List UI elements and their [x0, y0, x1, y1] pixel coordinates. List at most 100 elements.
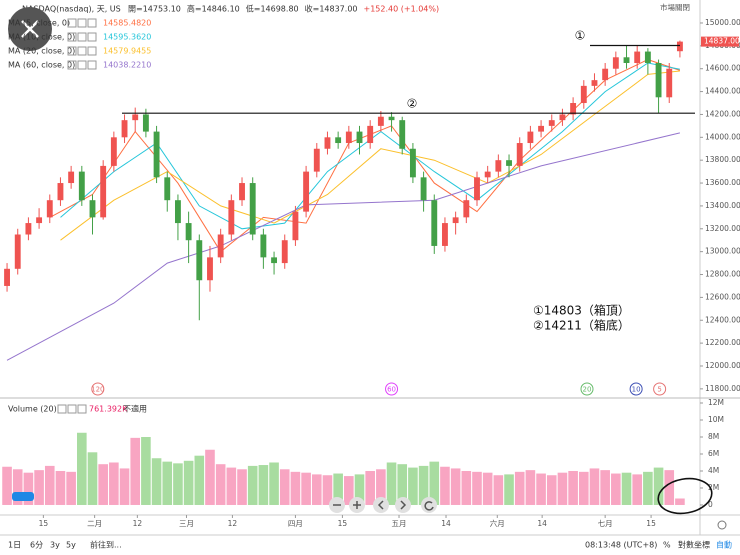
- x-tick-label: 12: [133, 519, 143, 528]
- icon: [400, 500, 407, 510]
- volume-bar: [237, 469, 247, 505]
- candle-body: [399, 120, 406, 149]
- candle-body: [527, 131, 534, 144]
- candle-body: [431, 200, 438, 246]
- candle-body: [271, 257, 277, 264]
- candle-body: [506, 160, 512, 166]
- candle-body: [591, 80, 598, 86]
- toolbar-button[interactable]: 5y: [66, 541, 76, 550]
- candle-body: [420, 177, 427, 201]
- reset[interactable]: [421, 497, 437, 513]
- volume-bar: [2, 466, 12, 505]
- volume-value: 761.392K: [89, 405, 128, 414]
- volume-tick-label: 0: [708, 500, 713, 509]
- candle-body: [260, 234, 267, 258]
- volume-bar: [557, 472, 568, 505]
- volume-bar: [386, 462, 397, 505]
- scroll-right[interactable]: [395, 497, 411, 513]
- candle-body: [110, 137, 117, 166]
- toolbar-button[interactable]: 1日: [8, 541, 21, 550]
- volume-status: 不適用: [123, 404, 147, 414]
- scroll-left[interactable]: [373, 497, 389, 513]
- volume-bar: [194, 455, 205, 505]
- volume-bar: [525, 470, 536, 505]
- volume-bar: [77, 432, 87, 505]
- toolbar-time: 08:13:48 (UTC+8): [585, 541, 657, 550]
- toolbar-button[interactable]: 前往到...: [90, 540, 122, 550]
- volume-bar: [301, 472, 311, 505]
- event-label: 5: [657, 386, 661, 394]
- candle-body: [228, 200, 235, 235]
- legend-value: 14579.9455: [103, 47, 151, 56]
- y-tick-label: 12000.00: [705, 361, 740, 370]
- ma-line: [60, 70, 680, 241]
- volume-bar: [322, 475, 333, 505]
- x-tick-label: 15: [646, 519, 656, 528]
- x-tick-label: 12: [228, 519, 238, 528]
- volume-bar: [279, 469, 290, 505]
- volume-bar: [632, 474, 643, 505]
- icon: [87, 46, 97, 56]
- icon[interactable]: [67, 404, 77, 414]
- volume-bar: [258, 465, 269, 505]
- y-tick-label: 12800.00: [705, 270, 740, 279]
- symbol: NASDAQ(nasdaq), 天, US: [22, 5, 121, 14]
- y-tick-label: 15000.00: [705, 18, 740, 27]
- volume-bar: [514, 471, 525, 505]
- x-tick-label: 四月: [288, 519, 303, 528]
- toolbar-button[interactable]: 自動: [716, 540, 732, 550]
- candle-body: [335, 137, 342, 144]
- candle-body: [175, 200, 181, 224]
- volume-bar: [376, 469, 386, 505]
- toolbar-button[interactable]: 3y: [50, 541, 60, 550]
- candle-body: [303, 171, 310, 212]
- level-marker: ②: [407, 97, 418, 111]
- volume-bar: [568, 470, 578, 505]
- y-tick-label: 12400.00: [705, 315, 740, 324]
- y-tick-label: 14000.00: [705, 132, 740, 141]
- volume-title: Volume (20): [8, 405, 57, 414]
- ohlc-value: 低=14698.80: [246, 4, 299, 14]
- toolbar-button[interactable]: %: [663, 541, 671, 550]
- icon: [67, 46, 77, 56]
- legend-name: MA (10, close, 0): [8, 33, 75, 42]
- candle-body: [676, 41, 683, 52]
- candle-body: [100, 165, 107, 218]
- volume-bar: [141, 437, 151, 505]
- settings[interactable]: [717, 520, 727, 530]
- volume-bar: [109, 462, 119, 505]
- icon[interactable]: [77, 404, 87, 414]
- candle-body: [367, 125, 374, 144]
- volume-bar: [643, 471, 653, 505]
- x-tick-label: 七月: [598, 519, 613, 528]
- event-marker: [91, 382, 105, 396]
- volume-bar: [44, 465, 55, 505]
- toolbar-button[interactable]: 6分: [30, 541, 43, 550]
- icon: [67, 18, 77, 28]
- ohlc-value: 開=14753.10: [128, 5, 181, 14]
- toolbar-button[interactable]: 對數坐標: [678, 540, 710, 550]
- candle-body: [78, 171, 85, 201]
- candle-body: [68, 171, 75, 184]
- volume-bar: [450, 468, 461, 505]
- event-label: 120: [91, 386, 104, 394]
- legend-value: 14585.4820: [103, 19, 151, 28]
- volume-bar: [472, 471, 482, 505]
- candle-body: [463, 200, 470, 218]
- volume-tick-label: 4M: [708, 466, 719, 475]
- volume-bar: [546, 475, 557, 505]
- icon: [77, 32, 87, 42]
- icon: [87, 32, 97, 42]
- icon[interactable]: [57, 404, 67, 414]
- volume-bar: [365, 470, 375, 505]
- volume-bar: [504, 474, 514, 505]
- y-tick-label: 13800.00: [705, 155, 740, 164]
- volume-bar: [12, 469, 23, 505]
- y-tick-label: 11800.00: [705, 384, 740, 393]
- candle-body: [4, 268, 10, 286]
- price-tag-label: 14837.00: [704, 37, 740, 46]
- candle-body: [484, 171, 491, 178]
- volume-bar: [344, 476, 354, 505]
- candle-body: [46, 200, 53, 218]
